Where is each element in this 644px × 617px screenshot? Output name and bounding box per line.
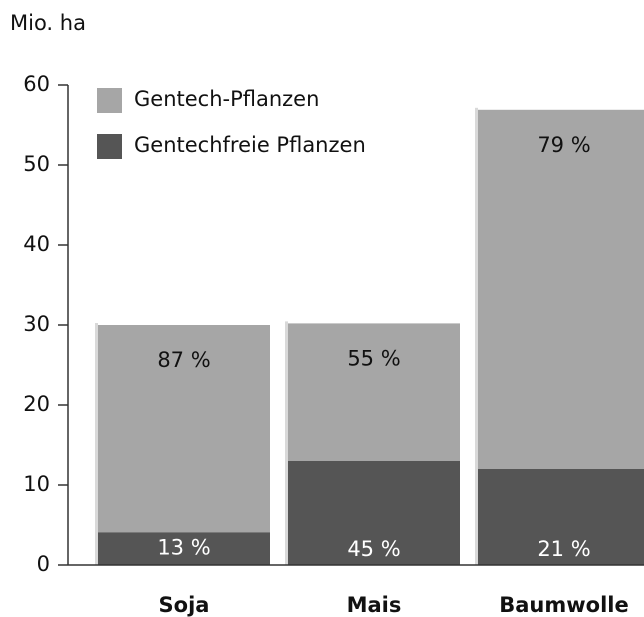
bar-segment — [98, 325, 270, 533]
x-tick-label: Soja — [159, 593, 210, 617]
data-label: 21 % — [537, 537, 590, 561]
y-tick-label: 10 — [23, 472, 50, 496]
y-tick-label: 20 — [23, 392, 50, 416]
y-tick-label: 40 — [23, 232, 50, 256]
data-label: 45 % — [347, 537, 400, 561]
legend-label: Gentech-Pflanzen — [134, 87, 319, 111]
bar-segment — [288, 461, 460, 565]
bar-shadow — [475, 107, 478, 470]
y-axis-label: Mio. ha — [10, 11, 86, 35]
bar-segment — [288, 323, 460, 461]
y-tick-label: 60 — [23, 72, 50, 96]
bar-shadow — [95, 323, 98, 533]
legend-swatch — [97, 134, 122, 159]
bar-segment — [98, 532, 270, 565]
bar-shadow — [475, 467, 478, 565]
y-tick-label: 30 — [23, 312, 50, 336]
y-tick-label: 0 — [37, 552, 50, 576]
bar-segment — [478, 469, 644, 565]
x-tick-label: Baumwolle — [499, 593, 628, 617]
legend-label: Gentechfreie Pflanzen — [134, 133, 366, 157]
bar-shadow — [95, 530, 98, 565]
x-tick-label: Mais — [347, 593, 402, 617]
data-label: 79 % — [537, 133, 590, 157]
data-label: 55 % — [347, 346, 400, 370]
bar-shadow — [285, 321, 288, 461]
data-label: 87 % — [157, 348, 210, 372]
legend-swatch — [97, 88, 122, 113]
bar-segment — [478, 109, 644, 470]
y-tick-label: 50 — [23, 152, 50, 176]
bar-shadow — [285, 459, 288, 565]
data-label: 13 % — [157, 536, 210, 560]
